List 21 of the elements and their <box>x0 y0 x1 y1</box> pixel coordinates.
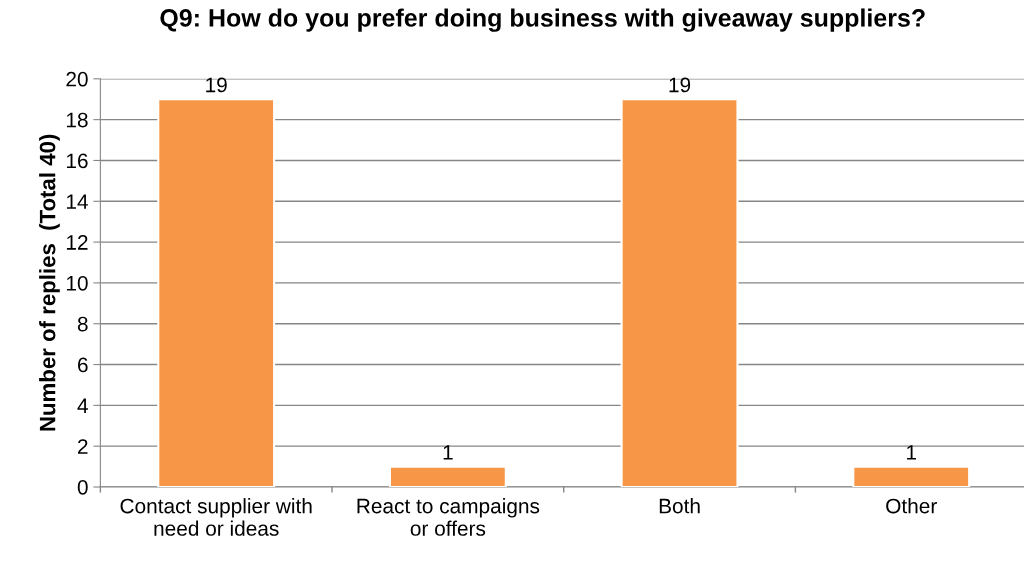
x-tick-label: Contact supplier with need or ideas <box>120 498 312 536</box>
data-label: 19 <box>669 77 691 93</box>
y-tick-label: 16 <box>66 153 88 169</box>
data-label: 19 <box>206 77 227 93</box>
x-tick-label: Other <box>886 498 937 514</box>
y-tick-label: 8 <box>77 316 88 332</box>
x-tick-label: Both <box>659 498 700 514</box>
y-tick-label: 14 <box>66 194 88 209</box>
y-tick-label: 10 <box>66 275 88 291</box>
y-tick-label: 2 <box>78 439 88 454</box>
y-tick-label: 12 <box>66 235 88 250</box>
data-label: 1 <box>443 445 453 460</box>
y-tick-label: 0 <box>77 480 88 495</box>
y-tick-label: 20 <box>66 71 88 87</box>
y-tick-label: 4 <box>77 398 88 413</box>
data-label: 1 <box>907 445 917 460</box>
y-tick-label: 6 <box>78 357 88 373</box>
y-tick-label: 18 <box>66 112 88 128</box>
chart-title: Q9: How do you prefer doing business with giveaway suppliers? <box>160 8 925 32</box>
y-axis-title: Number of replies (Total 40) <box>39 134 60 431</box>
x-tick-label: React to campaigns or offers <box>357 498 540 536</box>
